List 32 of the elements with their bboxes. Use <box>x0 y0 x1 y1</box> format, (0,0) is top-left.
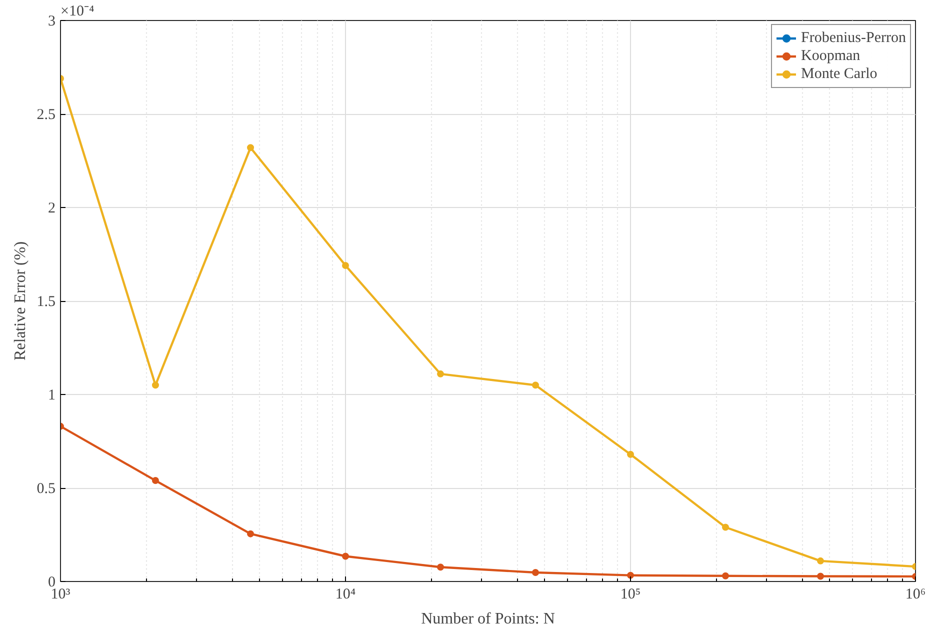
y-tick-label: 1 <box>48 388 56 404</box>
point <box>722 524 729 531</box>
y-tick-label: 2 <box>48 200 56 216</box>
point <box>437 370 444 378</box>
point <box>627 450 634 458</box>
point <box>437 564 444 571</box>
x-axis-title: Number of Points: N <box>421 610 556 628</box>
x-tick-label: 10⁵ <box>620 586 641 602</box>
text: ×10⁻⁴ <box>60 4 94 20</box>
point <box>342 262 349 269</box>
legend-label: Frobenius-Perron <box>801 29 906 47</box>
x-tick-label: 10³ <box>50 586 71 602</box>
point <box>152 382 159 389</box>
legend-label: Koopman <box>801 47 860 65</box>
x-tick-label: 10⁴ <box>335 586 356 602</box>
y-tick-label: 3 <box>48 14 56 30</box>
point <box>247 144 254 152</box>
point <box>342 552 349 560</box>
x-tick-label: 10⁶ <box>905 586 926 602</box>
point <box>817 557 824 564</box>
point <box>247 530 254 538</box>
point <box>532 382 539 389</box>
y-tick-label: 0.5 <box>36 481 56 497</box>
point <box>532 569 539 576</box>
point <box>627 572 634 579</box>
point <box>817 572 824 580</box>
y-axis-title: Relative Error (%) <box>12 241 29 361</box>
point <box>152 477 159 484</box>
point <box>722 572 729 580</box>
y-tick-label: 1.5 <box>36 294 56 310</box>
legend-label: Monte Carlo <box>801 65 878 83</box>
y-tick-label: 2.5 <box>36 107 56 123</box>
